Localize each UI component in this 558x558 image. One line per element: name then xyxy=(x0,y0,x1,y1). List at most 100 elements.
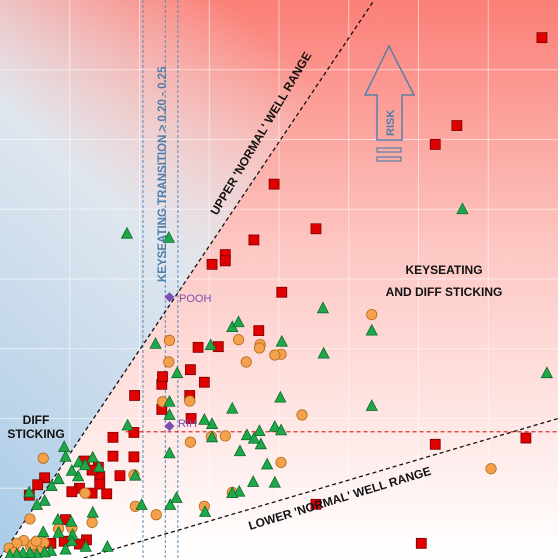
triangle-point xyxy=(30,498,44,510)
triangle-point xyxy=(317,346,330,359)
triangle-point xyxy=(79,539,92,552)
triangle-point xyxy=(198,413,211,425)
square-point xyxy=(206,258,218,270)
triangle-point xyxy=(58,440,71,452)
sticking-label: STICKING xyxy=(7,427,64,441)
circle-point xyxy=(37,452,49,464)
circle-point xyxy=(163,356,175,368)
triangle-point xyxy=(59,542,72,555)
triangle-point xyxy=(274,390,287,403)
triangle-point xyxy=(65,534,79,547)
triangle-point xyxy=(120,226,134,239)
circle-point xyxy=(219,430,231,442)
square-point xyxy=(66,486,78,498)
triangle-point xyxy=(164,498,177,510)
keyseating-band-label: KEYSEATING TRANSITION > 0.20 - 0.25 xyxy=(157,66,169,282)
triangle-point xyxy=(92,460,106,473)
triangle-point xyxy=(101,539,114,552)
triangle-point xyxy=(37,525,50,538)
circle-point xyxy=(485,463,497,475)
triangle-point xyxy=(247,475,260,487)
triangle-point xyxy=(365,399,378,411)
triangle-point xyxy=(86,450,99,463)
triangle-point xyxy=(4,548,15,558)
triangle-point xyxy=(59,450,72,462)
triangle-point xyxy=(268,475,281,488)
circle-point xyxy=(184,395,196,407)
triangle-point xyxy=(11,547,23,558)
square-point xyxy=(219,255,231,267)
square-point xyxy=(192,341,204,353)
circle-point xyxy=(253,342,266,354)
triangle-point xyxy=(78,458,92,471)
triangle-point xyxy=(38,493,51,506)
triangle-point xyxy=(274,423,288,436)
risk-arrow-icon: RISK xyxy=(363,44,416,162)
square-point xyxy=(107,450,119,462)
square-point xyxy=(310,223,322,235)
triangle-point xyxy=(232,315,245,328)
square-point xyxy=(536,32,548,44)
diff-label: DIFF xyxy=(23,413,50,427)
triangle-point xyxy=(247,431,261,444)
diff-sticking-label: AND DIFF STICKING xyxy=(386,285,503,299)
square-point xyxy=(32,479,44,491)
square-point xyxy=(128,427,140,438)
circle-point xyxy=(232,334,245,346)
square-point xyxy=(114,470,126,482)
triangle-point xyxy=(198,505,212,517)
triangle-point xyxy=(163,446,176,459)
triangle-point xyxy=(253,424,266,436)
triangle-point xyxy=(23,485,36,498)
triangle-point xyxy=(260,457,274,470)
circle-point xyxy=(163,334,176,346)
circle-point xyxy=(79,487,91,499)
triangle-point xyxy=(171,366,184,379)
circle-point xyxy=(275,456,287,469)
triangle-point xyxy=(163,408,176,420)
square-point xyxy=(94,478,106,490)
triangle-point xyxy=(204,338,217,351)
triangle-point xyxy=(121,418,134,431)
triangle-point xyxy=(226,486,239,499)
triangle-point xyxy=(149,337,162,349)
triangle-point xyxy=(45,479,58,492)
circle-point xyxy=(24,513,36,525)
circle-point xyxy=(184,436,197,448)
lower-normal-line xyxy=(83,417,558,558)
triangle-point xyxy=(456,202,469,215)
circle-point xyxy=(86,516,98,529)
triangle-point xyxy=(233,444,247,457)
triangle-point xyxy=(316,301,330,314)
square-point xyxy=(129,390,141,401)
square-point xyxy=(107,431,119,443)
circle-point xyxy=(269,349,281,361)
triangle-point xyxy=(129,468,142,481)
circle-point xyxy=(366,308,378,321)
square-point xyxy=(415,537,427,549)
square-point xyxy=(248,234,260,246)
square-point xyxy=(198,376,210,388)
square-point xyxy=(268,178,280,190)
triangle-point xyxy=(65,463,79,476)
triangle-point xyxy=(86,505,99,518)
triangle-point xyxy=(38,545,51,558)
circle-point xyxy=(296,409,308,421)
triangle-point xyxy=(135,498,148,510)
triangle-point xyxy=(226,401,239,414)
triangle-point xyxy=(365,323,378,336)
square-point xyxy=(429,438,441,450)
circle-point xyxy=(150,509,162,521)
circle-point xyxy=(240,356,252,368)
triangle-point xyxy=(52,526,65,538)
triangle-point xyxy=(72,455,85,468)
rih-label: RIH xyxy=(178,418,197,430)
square-point xyxy=(276,286,288,298)
square-point xyxy=(451,120,463,131)
triangle-point xyxy=(52,472,65,485)
square-point xyxy=(185,364,196,376)
rih-marker xyxy=(164,421,175,432)
triangle-point xyxy=(162,230,175,243)
